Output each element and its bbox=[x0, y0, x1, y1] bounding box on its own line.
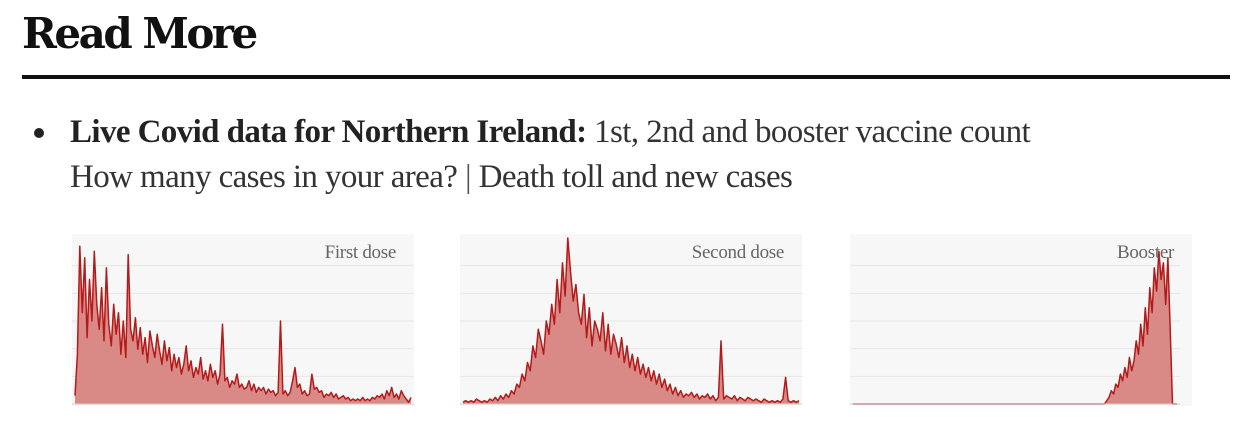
second-dose-chart bbox=[460, 237, 802, 405]
section-heading: Read More bbox=[22, 9, 258, 58]
first-dose-area-fill bbox=[75, 246, 411, 404]
related-link-line-1: Live Covid data for Northern Ireland: 1s… bbox=[70, 112, 1031, 152]
related-link-line-2: How many cases in your area? | Death tol… bbox=[70, 157, 793, 197]
live-covid-data-link[interactable]: Live Covid data for Northern Ireland: 1s… bbox=[70, 114, 1031, 150]
chart-panel-second-dose[interactable]: Second dose bbox=[460, 234, 802, 406]
chart-label-booster: Booster bbox=[1116, 242, 1174, 263]
second-dose-area-fill bbox=[463, 238, 799, 404]
second-dose-series-line bbox=[462, 237, 800, 404]
first-dose-series-line bbox=[74, 245, 412, 404]
link-separator: | bbox=[457, 159, 479, 195]
chart-label-second-dose: Second dose bbox=[691, 242, 785, 263]
cases-in-your-area-link[interactable]: How many cases in your area? bbox=[70, 159, 458, 195]
heading-divider bbox=[22, 75, 1230, 79]
booster-chart bbox=[850, 250, 1180, 405]
bullet-dot-icon bbox=[34, 128, 44, 138]
death-toll-link[interactable]: Death toll and new cases bbox=[478, 159, 793, 195]
booster-area-fill bbox=[853, 251, 1177, 404]
first-dose-chart bbox=[72, 245, 414, 405]
chart-label-first-dose: First dose bbox=[324, 242, 397, 263]
link-rest-text: 1st, 2nd and booster vaccine count bbox=[586, 114, 1031, 150]
link-strong-text: Live Covid data for Northern Ireland: bbox=[70, 114, 587, 150]
chart-panel-first-dose[interactable]: First dose bbox=[72, 234, 414, 406]
chart-panel-booster[interactable]: Booster bbox=[850, 234, 1192, 406]
